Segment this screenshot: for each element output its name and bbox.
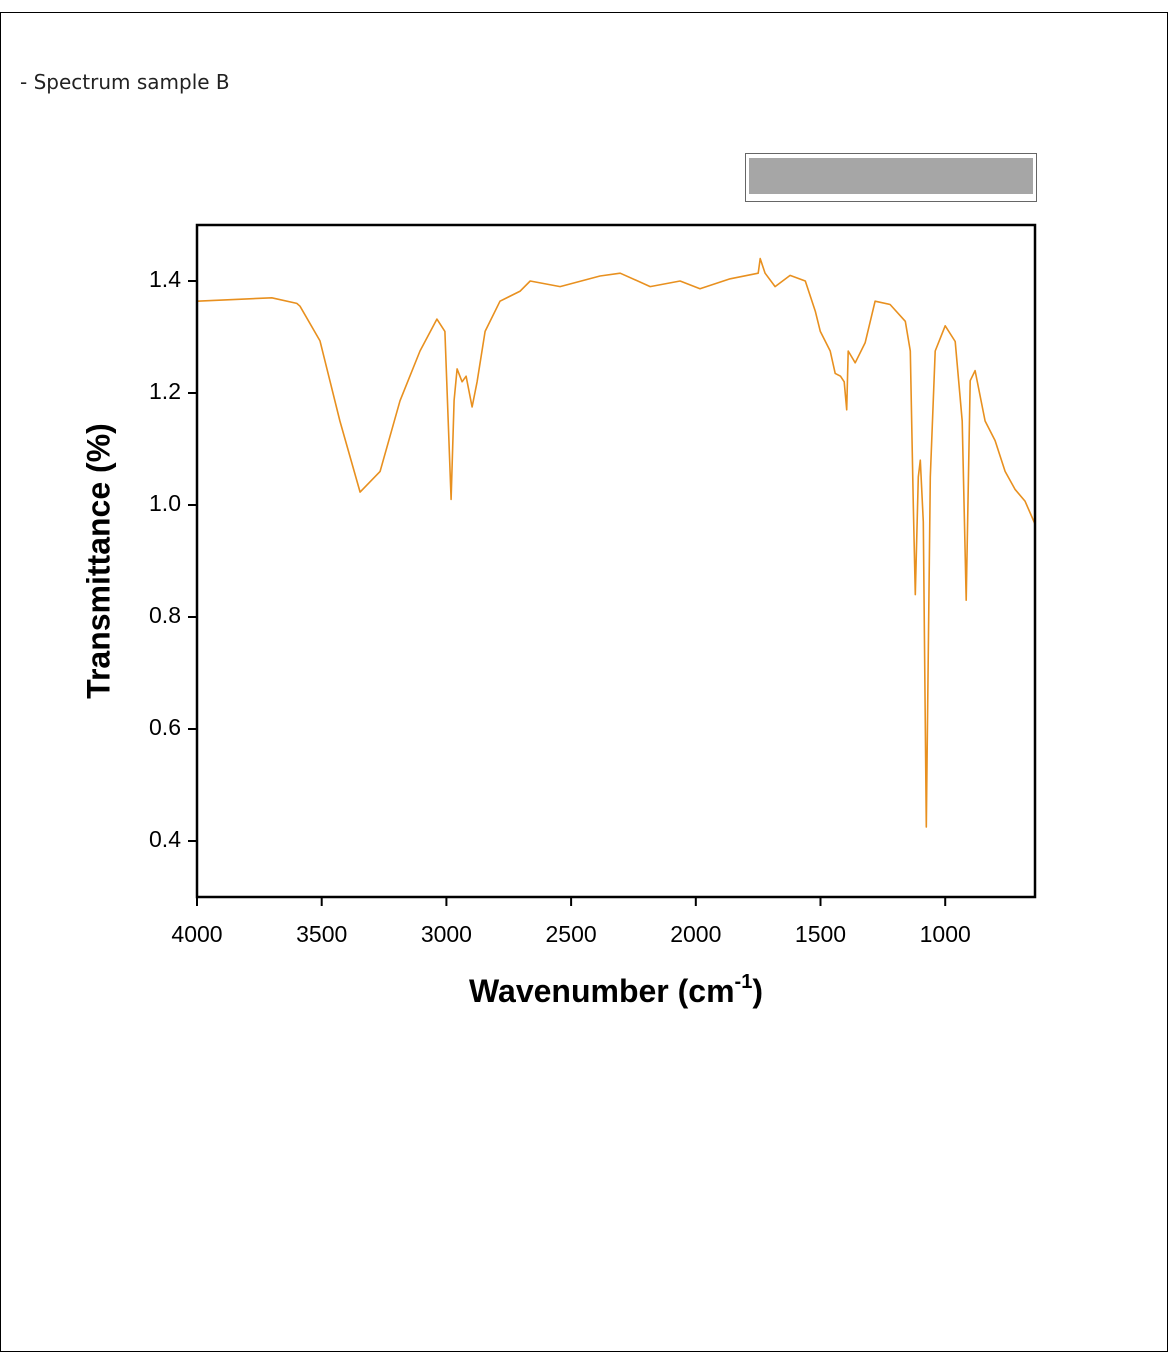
x-tick-label: 2000 [670, 921, 721, 947]
legend-box [745, 153, 1037, 202]
caption: - Spectrum sample B [20, 70, 230, 94]
page: {"caption": "- Spectrum sample B", "char… [0, 12, 1168, 1352]
y-tick-label: 0.4 [149, 826, 181, 852]
spectrum-line [196, 257, 1036, 828]
x-tick-label: 1000 [920, 921, 971, 947]
y-tick-label: 0.6 [149, 714, 181, 740]
y-axis-title: Transmittance (%) [80, 423, 116, 699]
x-title-end: ) [752, 973, 763, 1009]
redacted-legend [749, 158, 1033, 194]
y-tick-label: 1.2 [149, 378, 181, 404]
x-title-sup: -1 [735, 971, 753, 993]
x-title-text: Wavenumber (cm [469, 973, 735, 1009]
x-tick-label: 3500 [296, 921, 347, 947]
x-tick-label: 2500 [546, 921, 597, 947]
y-tick-label: 0.8 [149, 602, 181, 628]
y-tick-label: 1.0 [149, 490, 181, 516]
y-tick-label: 1.4 [149, 266, 181, 292]
x-tick-label: 4000 [171, 921, 222, 947]
plot-frame [195, 223, 1037, 899]
x-axis-title: Wavenumber (cm-1) [469, 971, 763, 1009]
chart: Transmittance (%) Wavenumber (cm-1) 0.4 0… [80, 223, 1037, 1009]
x-tick-label: 1500 [795, 921, 846, 947]
x-tick-label: 3000 [421, 921, 472, 947]
